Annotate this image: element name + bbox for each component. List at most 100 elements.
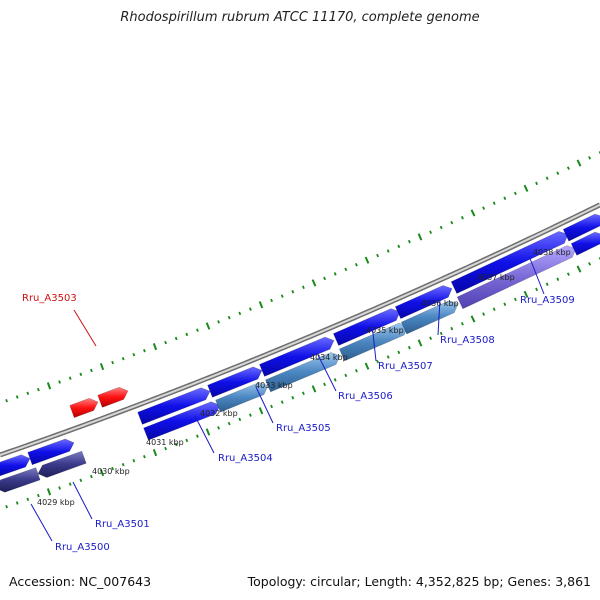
minor-tick xyxy=(588,262,592,266)
gene-track xyxy=(0,213,600,493)
minor-tick xyxy=(450,220,454,225)
major-tick xyxy=(364,362,370,370)
gene-arrow[interactable] xyxy=(570,231,600,256)
minor-tick xyxy=(111,360,114,365)
major-tick xyxy=(417,339,423,347)
minor-tick xyxy=(291,289,295,294)
minor-tick xyxy=(132,458,136,463)
minor-tick xyxy=(344,373,348,378)
minor-tick xyxy=(143,454,146,459)
minor-tick xyxy=(513,297,517,302)
minor-tick xyxy=(217,426,221,430)
minor-tick xyxy=(354,369,358,373)
minor-tick xyxy=(429,230,433,234)
scale-label: 4032 kbp xyxy=(200,409,238,418)
minor-tick xyxy=(121,356,125,361)
minor-tick xyxy=(535,287,539,292)
gene-arrow[interactable] xyxy=(97,386,129,408)
leader-line xyxy=(255,386,274,424)
major-tick xyxy=(152,449,158,457)
minor-tick xyxy=(323,382,327,387)
gene-label[interactable]: Rru_A3501 xyxy=(95,519,150,530)
minor-tick xyxy=(280,400,284,404)
minor-tick xyxy=(439,225,443,230)
minor-tick xyxy=(556,171,560,175)
leader-line xyxy=(371,323,377,362)
gene-label[interactable]: Rru_A3500 xyxy=(55,542,110,553)
gene-arrow[interactable] xyxy=(562,213,600,242)
accession-text: Accession: NC_007643 xyxy=(9,574,152,589)
gene-arrow[interactable] xyxy=(400,300,459,335)
minor-tick xyxy=(5,398,8,403)
gene-label[interactable]: Rru_A3503 xyxy=(22,293,77,304)
gene-label[interactable]: Rru_A3504 xyxy=(218,453,273,464)
minor-tick xyxy=(238,311,242,316)
minor-tick xyxy=(111,466,114,471)
genome-summary-text: Topology: circular; Length: 4,352,825 bp… xyxy=(247,574,591,589)
scale-label: 4031 kbp xyxy=(146,438,184,447)
leader-line xyxy=(317,354,337,392)
gene-arrow[interactable] xyxy=(207,366,263,398)
gene-arrow[interactable] xyxy=(0,454,31,477)
major-tick xyxy=(311,385,317,393)
gene-arrow[interactable] xyxy=(37,450,87,478)
scale-label: 4029 kbp xyxy=(37,498,75,507)
minor-tick xyxy=(439,331,443,336)
minor-tick xyxy=(333,378,337,382)
minor-tick xyxy=(460,322,464,326)
major-tick xyxy=(576,265,582,273)
gene-label[interactable]: Rru_A3508 xyxy=(440,335,495,346)
minor-tick xyxy=(535,181,539,186)
gene-arrow[interactable] xyxy=(333,308,401,346)
minor-tick xyxy=(79,478,83,483)
gene-arrow[interactable] xyxy=(456,245,577,310)
major-tick xyxy=(99,468,105,477)
gene-label[interactable]: Rru_A3506 xyxy=(338,391,393,402)
scale-label: 4033 kbp xyxy=(255,381,293,390)
minor-tick xyxy=(5,504,8,509)
minor-tick xyxy=(132,352,136,357)
minor-tick xyxy=(333,272,337,276)
minor-tick xyxy=(450,326,454,331)
minor-tick xyxy=(15,501,19,505)
minor-tick xyxy=(143,348,146,353)
minor-tick xyxy=(164,446,167,451)
gene-arrow[interactable] xyxy=(69,397,99,418)
minor-tick xyxy=(90,474,93,479)
gene-label[interactable]: Rru_A3505 xyxy=(276,423,331,434)
gene-arrow[interactable] xyxy=(394,285,453,319)
minor-tick xyxy=(217,320,221,324)
major-tick xyxy=(152,343,158,351)
major-tick xyxy=(99,362,105,371)
minor-tick xyxy=(227,421,231,426)
minor-tick xyxy=(323,276,327,281)
scale-label: 4037 kbp xyxy=(477,273,515,282)
leader-line xyxy=(437,298,441,336)
gene-arrow[interactable] xyxy=(0,467,41,493)
gene-label[interactable]: Rru_A3507 xyxy=(378,361,433,372)
gene-arrow[interactable] xyxy=(450,231,569,294)
minor-tick xyxy=(588,156,592,160)
gene-arrow[interactable] xyxy=(27,438,75,466)
minor-tick xyxy=(492,307,496,311)
minor-tick xyxy=(513,191,517,196)
minor-tick xyxy=(174,336,178,341)
gene-arrow[interactable] xyxy=(259,336,335,377)
minor-tick xyxy=(556,277,560,281)
gene-arrow[interactable] xyxy=(137,387,211,425)
gene-arrow[interactable] xyxy=(143,401,221,441)
minor-tick xyxy=(344,267,348,272)
minor-tick xyxy=(354,263,358,267)
minor-tick xyxy=(58,380,61,384)
gene-label[interactable]: Rru_A3509 xyxy=(520,295,575,306)
major-tick xyxy=(364,256,370,264)
scale-label: 4034 kbp xyxy=(310,353,348,362)
minor-tick xyxy=(174,442,178,447)
minor-tick xyxy=(492,201,496,205)
minor-tick xyxy=(238,417,242,422)
major-tick xyxy=(470,315,476,323)
minor-tick xyxy=(196,434,199,438)
gene-arrow[interactable] xyxy=(215,382,269,413)
major-tick xyxy=(46,382,52,390)
minor-tick xyxy=(482,312,486,316)
